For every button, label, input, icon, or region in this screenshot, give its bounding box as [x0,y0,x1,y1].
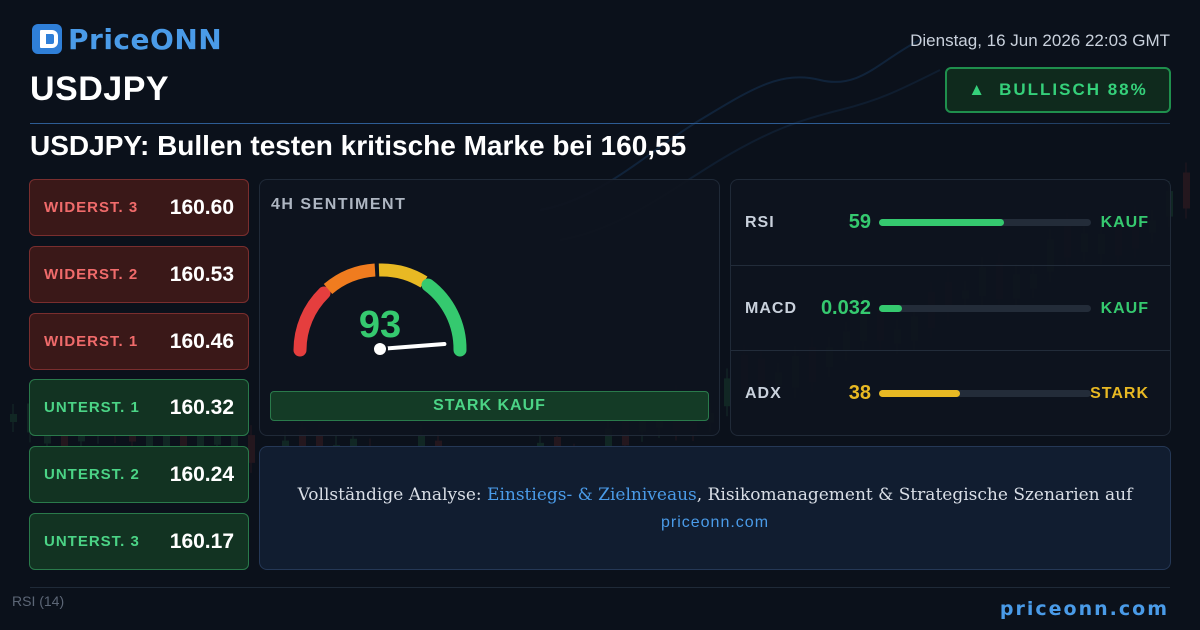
bg-candle-body [299,427,306,463]
level-label: WIDERST. 3 [44,199,139,216]
promo-link[interactable]: Einstiegs- & Zielniveaus [487,485,697,505]
level-value: 160.17 [169,529,234,553]
indicator-signal: STARK [1090,384,1149,402]
indicator-signal: KAUF [1100,213,1149,231]
indicator-signal: KAUF [1100,299,1149,317]
symbol-title: USDJPY [30,70,170,108]
indicator-divider [731,265,1170,266]
level-value: 160.53 [169,262,234,286]
sentiment-verdict: STARK KAUF [270,391,709,421]
indicator-adx: ADX 38 STARK [731,351,1170,436]
indicator-bar [879,390,1091,397]
indicator-value: 38 [848,382,871,404]
level-label: UNTERST. 3 [44,533,140,550]
promo-suffix: , Risikomanagement & Strategische Szenar… [696,485,1133,505]
brand-logo[interactable]: PriceONN [32,22,222,56]
sentiment-title: 4H SENTIMENT [271,196,407,213]
sentiment-score: 93 [358,304,402,346]
promo-text: Vollständige Analyse: Einstiegs- & Zieln… [259,485,1171,505]
indicator-value: 0.032 [820,297,871,319]
level-label: UNTERST. 2 [44,466,140,483]
signal-label: BULLISCH 88% [999,80,1148,99]
resistance-3: WIDERST. 3 160.60 [29,179,249,236]
footer-url-link[interactable]: priceonn.com [999,598,1169,620]
bg-candle-body [163,424,170,460]
bg-candle-body [10,414,17,422]
gauge-segment-green [421,278,467,357]
level-label: WIDERST. 2 [44,266,139,283]
gauge-segment-yellow [378,263,428,288]
indicator-name: RSI [745,213,775,231]
bg-candle-body [605,428,612,463]
background-rsi-label: RSI (14) [12,593,65,609]
gauge-segment-orange [323,263,376,295]
level-value: 160.32 [169,395,234,419]
level-value: 160.24 [169,462,234,486]
indicator-divider [731,350,1170,351]
support-1: UNTERST. 1 160.32 [29,379,249,436]
bg-candle-body [146,433,153,454]
resistance-1: WIDERST. 1 160.46 [29,313,249,370]
gauge-segment-red [293,286,331,357]
logo-icon [32,24,62,54]
resistance-2: WIDERST. 2 160.53 [29,246,249,303]
header-divider [30,123,1170,124]
indicator-macd: MACD 0.032 KAUF [731,266,1170,351]
promo-panel [259,446,1171,570]
footer-divider [30,587,1170,588]
indicator-value: 59 [848,211,871,233]
bg-candle-body [180,424,187,457]
gauge-needle [378,342,447,351]
signal-badge: ▲ BULLISCH 88% [945,67,1171,113]
gauge-pivot [372,341,388,357]
level-label: WIDERST. 1 [44,333,139,350]
indicator-bar [879,219,1091,226]
indicator-bar-fill [879,219,1005,226]
level-value: 160.60 [169,195,234,219]
support-3: UNTERST. 3 160.17 [29,513,249,570]
bg-candle-body [724,378,731,407]
bg-candle-body [1183,172,1190,209]
brand-name: PriceONN [68,22,223,56]
level-label: UNTERST. 1 [44,399,140,416]
sentiment-gauge [293,263,467,357]
headline: USDJPY: Bullen testen kritische Marke be… [30,130,687,161]
bg-candle-body [316,434,323,458]
indicator-name: MACD [745,299,797,317]
bg-candle-body [197,435,204,449]
level-value: 160.46 [169,329,234,353]
promo-url-link[interactable]: priceonn.com [660,514,770,531]
arrow-up-icon: ▲ [968,80,988,99]
support-2: UNTERST. 2 160.24 [29,446,249,503]
timestamp: Dienstag, 16 Jun 2026 22:03 GMT [910,31,1170,50]
promo-prefix: Vollständige Analyse: [297,485,488,505]
indicator-rsi: RSI 59 KAUF [731,180,1170,265]
indicator-bar-fill [879,305,903,312]
indicator-bar [879,305,1091,312]
indicator-bar-fill [879,390,960,397]
indicator-name: ADX [745,384,782,402]
bg-candle-body [248,435,255,463]
